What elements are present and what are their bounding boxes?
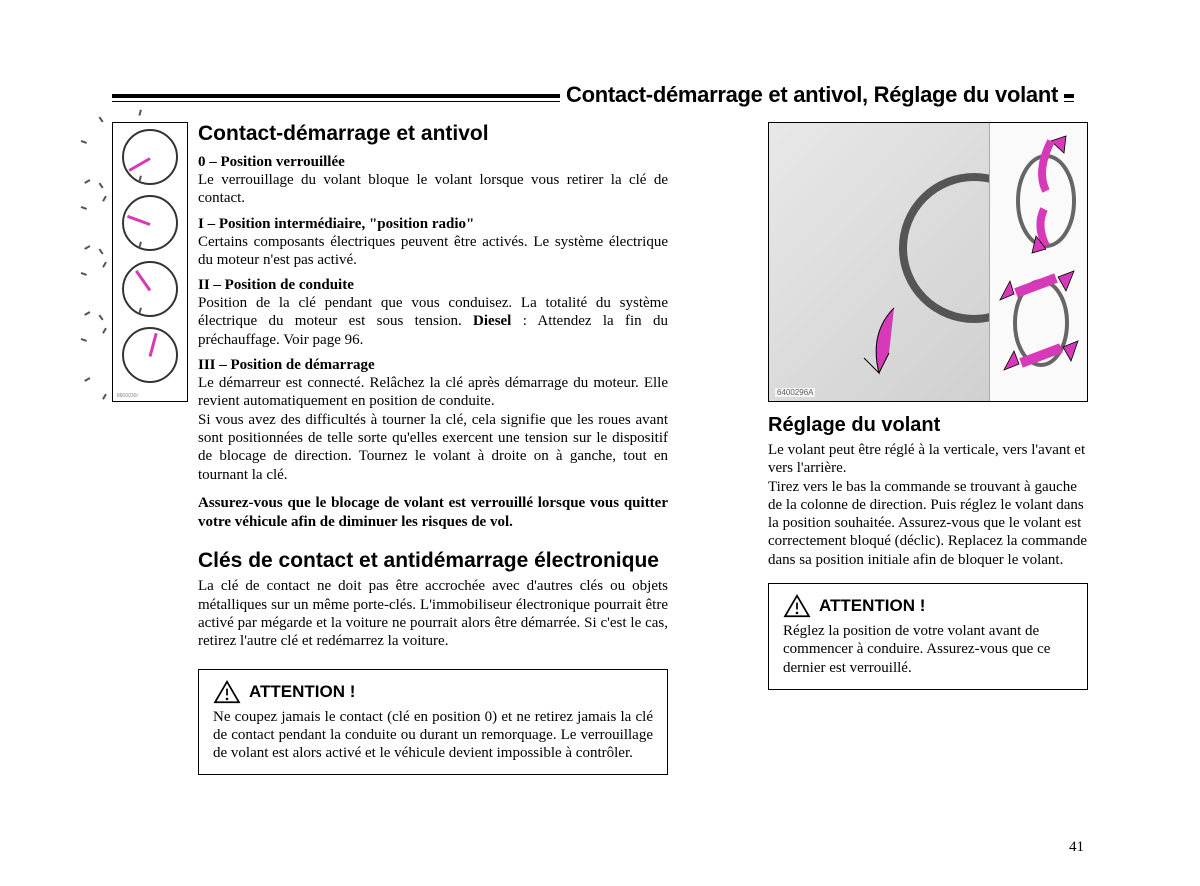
warning-triangle-icon	[213, 680, 241, 704]
attention1-label: ATTENTION !	[249, 682, 355, 702]
attention-box-2: ATTENTION ! Réglez la position de votre …	[768, 583, 1088, 690]
header-rule-left	[112, 94, 560, 102]
ignition-dial-2	[122, 261, 178, 317]
ignition-dial-0	[122, 129, 178, 185]
keys-section-title: Clés de contact et antidémarrage électro…	[198, 549, 668, 573]
ignition-diagram: 8800030r	[112, 122, 188, 402]
pos2-text-diesel: Diesel	[473, 313, 511, 329]
ignition-dial-3	[122, 327, 178, 383]
lever-arrow-icon	[859, 303, 929, 383]
attention2-text: Réglez la position de votre volant avant…	[783, 622, 1073, 677]
pos0-title: 0 – Position verrouillée	[198, 154, 668, 171]
content-columns: 8800030r Contact-démarrage et antivol 0 …	[112, 122, 1088, 775]
ignition-diagram-column: 8800030r	[112, 122, 188, 775]
header-rule-right	[1064, 94, 1074, 102]
reach-arrow-icon	[996, 263, 1082, 393]
keys-text: La clé de contact ne doit pas être accro…	[198, 577, 668, 650]
manual-page: Contact-démarrage et antivol, Réglage du…	[112, 82, 1088, 775]
pos1-text: Certains composants électriques peuvent …	[198, 233, 668, 270]
ignition-img-code: 8800030r	[117, 393, 183, 399]
tilt-arrow-icon	[996, 131, 1082, 261]
warning-triangle-icon	[783, 594, 811, 618]
page-header: Contact-démarrage et antivol, Réglage du…	[112, 82, 1088, 108]
pos3-text: Le démarreur est connecté. Relâchez la c…	[198, 374, 668, 484]
attention2-header: ATTENTION !	[783, 594, 1073, 618]
steering-text: Le volant peut être réglé à la verticale…	[768, 441, 1088, 569]
attention1-text: Ne coupez jamais le contact (clé en posi…	[213, 708, 653, 763]
pos1-title: I – Position intermédiaire, "position ra…	[198, 216, 668, 233]
ignition-section-title: Contact-démarrage et antivol	[198, 122, 668, 146]
steering-adjustment-diagram: 6400296A	[768, 122, 1088, 402]
pos0-text: Le verrouillage du volant bloque le vola…	[198, 171, 668, 208]
page-title: Contact-démarrage et antivol, Réglage du…	[560, 82, 1058, 108]
pos3-title: III – Position de démarrage	[198, 357, 668, 374]
right-column: 6400296A Réglage du volant Le volant peu…	[768, 122, 1088, 775]
attention1-header: ATTENTION !	[213, 680, 653, 704]
steering-section-title: Réglage du volant	[768, 414, 1088, 437]
ignition-warning-bold: Assurez-vous que le blocage de volant es…	[198, 494, 668, 532]
attention2-label: ATTENTION !	[819, 596, 925, 616]
attention-box-1: ATTENTION ! Ne coupez jamais le contact …	[198, 669, 668, 776]
pos2-title: II – Position de conduite	[198, 277, 668, 294]
steering-img-code: 6400296A	[775, 388, 815, 397]
page-number: 41	[1069, 839, 1084, 856]
ignition-dial-1	[122, 195, 178, 251]
main-text-column: Contact-démarrage et antivol 0 – Positio…	[198, 122, 668, 775]
pos2-text: Position de la clé pendant que vous cond…	[198, 294, 668, 349]
